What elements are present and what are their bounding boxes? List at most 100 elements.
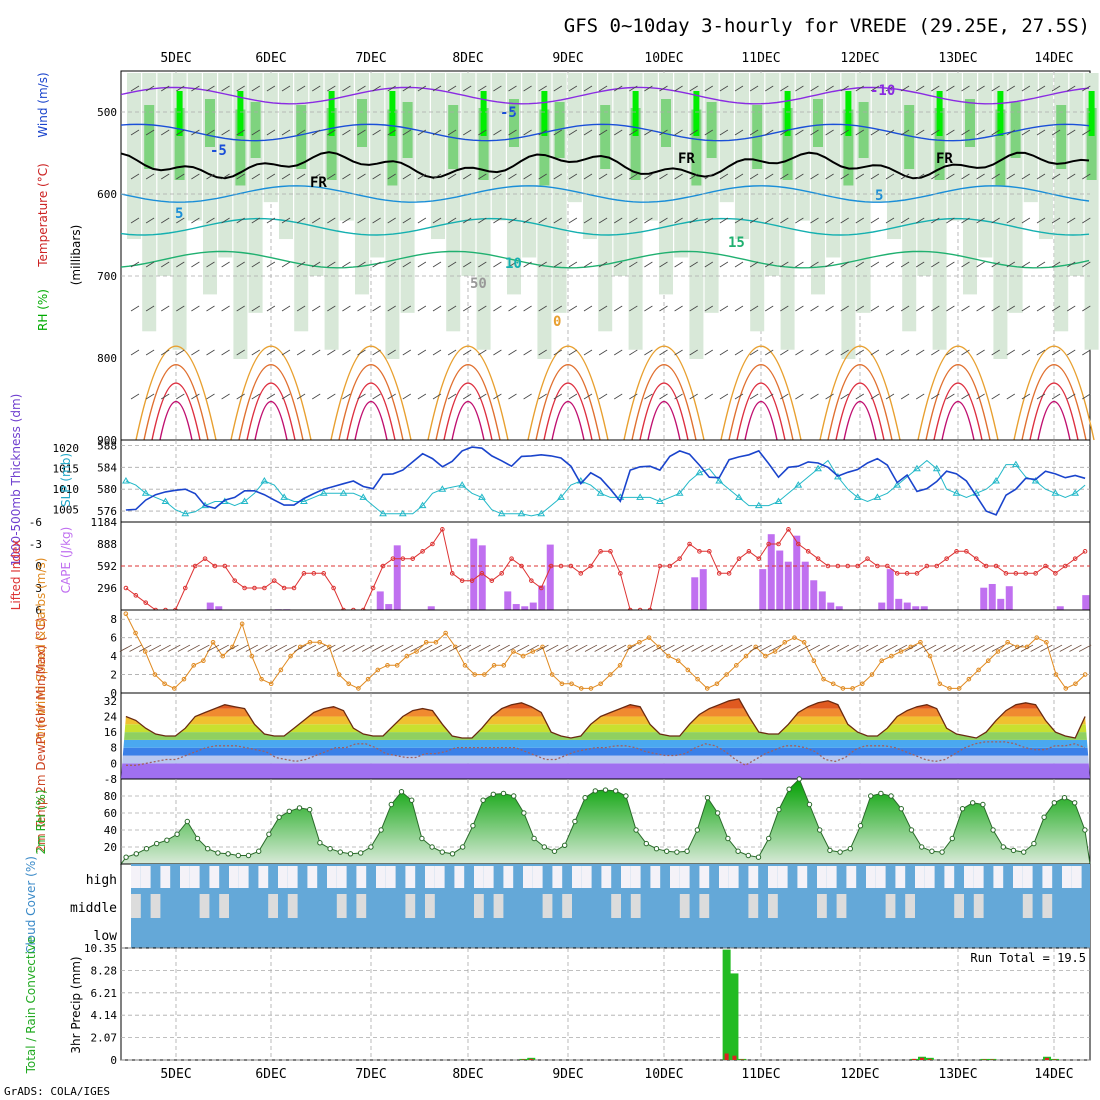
wind-barb	[327, 173, 336, 180]
rh-shade-mid	[1086, 108, 1097, 180]
wind-point	[937, 681, 943, 687]
wind-point	[423, 639, 429, 645]
wind-barb	[659, 129, 668, 136]
date-label-top: 11DEC	[741, 51, 780, 66]
rh2m-point	[735, 848, 741, 854]
wind-barb	[176, 173, 185, 180]
wind-point	[511, 649, 516, 654]
wind-barb	[764, 305, 774, 312]
rh2m-point	[562, 842, 568, 848]
lifted-point	[192, 563, 198, 569]
cloud-mid-cell	[679, 894, 690, 918]
wind-barb	[719, 173, 729, 180]
wind-barb	[538, 85, 547, 92]
lifted-point	[845, 563, 851, 569]
wind-barb	[462, 393, 472, 400]
wind-point	[385, 663, 390, 668]
cape-bar	[393, 545, 401, 610]
wind-barb	[991, 129, 1000, 136]
precip-conv-bar	[927, 1058, 932, 1060]
wind-barb	[846, 644, 859, 652]
wind-barb	[1082, 349, 1091, 356]
wind-barb	[749, 173, 759, 180]
lifted-point	[875, 563, 880, 569]
wind-point	[1034, 635, 1040, 640]
wind-point	[482, 672, 487, 677]
wind-barb	[145, 85, 155, 92]
rh-shade-mid	[402, 102, 413, 158]
cloud-high-cell	[993, 866, 1004, 888]
wind-barb	[674, 261, 683, 268]
wind-barb	[221, 349, 230, 356]
wind-barb	[478, 305, 487, 312]
wind-barb	[507, 644, 520, 652]
wind-barb	[493, 349, 502, 356]
warm-contour	[933, 382, 983, 441]
wind-barb	[652, 644, 665, 652]
wind-barb	[1006, 349, 1016, 356]
cloud-high-cell	[376, 866, 386, 888]
wind-barb	[598, 85, 608, 92]
rh2m-point	[674, 849, 680, 855]
wind-barb	[478, 85, 487, 92]
rh2m-point	[480, 797, 486, 803]
wind-barb	[372, 129, 381, 136]
wind-barb	[764, 217, 774, 224]
wind-barb	[825, 305, 834, 312]
rh-shade	[735, 73, 749, 240]
rh2m-point	[470, 823, 476, 829]
wind-barb	[458, 644, 472, 652]
wind-barb	[311, 85, 321, 92]
rh-shade	[643, 73, 658, 221]
date-label-bottom: 14DEC	[1034, 1067, 1073, 1082]
wind-barb	[976, 349, 985, 356]
wind-barb	[160, 129, 170, 136]
wind-point	[588, 686, 594, 691]
lifted-point	[657, 563, 663, 569]
wind-barb	[296, 217, 306, 224]
rh2m-point	[1051, 800, 1058, 806]
wind-barb	[251, 349, 261, 356]
warm-contour	[230, 345, 312, 441]
isotherm-line	[120, 250, 1090, 269]
lifted-point	[855, 563, 860, 569]
wind-point	[259, 676, 264, 682]
cloud-high-cell	[307, 866, 318, 888]
temp-ytick: 0	[110, 757, 117, 770]
wind-barb	[447, 173, 457, 180]
wind-barb	[176, 393, 185, 400]
wind-barb	[1066, 85, 1076, 92]
wind-barb	[206, 393, 215, 400]
wind-barb	[795, 393, 804, 400]
wind-barb	[1049, 644, 1063, 652]
warm-contour	[835, 382, 885, 441]
wind-point	[191, 663, 196, 668]
wind-barb	[145, 305, 155, 312]
wind-barb	[303, 644, 317, 652]
cloud-mid-cell	[405, 894, 416, 918]
wind-barb	[734, 173, 744, 180]
contour-label: -10	[870, 83, 895, 99]
wind-barb	[1066, 261, 1076, 268]
wind-barb	[840, 173, 849, 180]
wind-barb	[962, 644, 976, 652]
wind-barb	[931, 85, 940, 92]
lifted-point	[786, 527, 791, 532]
wind-barb	[931, 261, 940, 268]
wind-barb	[160, 217, 170, 224]
wind-barb	[855, 173, 865, 180]
wind-barb	[1082, 173, 1091, 180]
upper-ytick: 700	[97, 270, 117, 283]
wind-barb	[148, 644, 162, 652]
cloud-high-cell	[1071, 866, 1082, 888]
warm-contour	[827, 363, 893, 441]
wind-barb	[191, 393, 200, 400]
wind-barb	[274, 644, 288, 652]
wind-barb	[946, 217, 955, 224]
wind-barb	[266, 349, 276, 356]
cloud-mid-cell	[150, 894, 161, 918]
cloud-mid-cell	[954, 894, 964, 918]
cape-bar	[793, 535, 801, 610]
lifted-point	[1062, 563, 1068, 569]
